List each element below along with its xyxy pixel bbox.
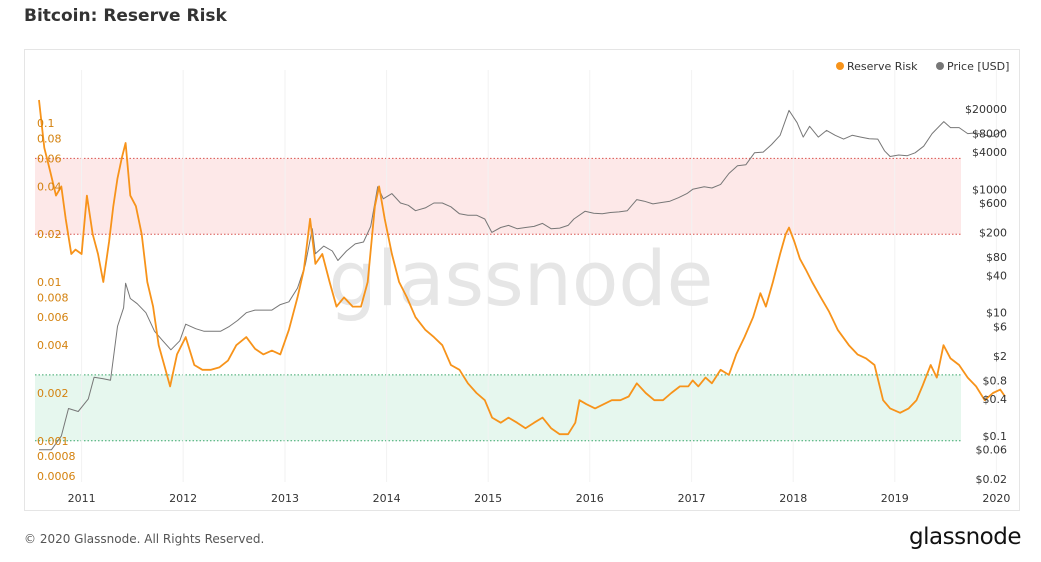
reserve-risk-chart: glassnode 0.10.080.060.040.020.010.0080.…	[35, 60, 1011, 505]
x-axis: 2011 2012 2013 2014 2015 2016 2017 2018 2019 2020	[68, 492, 1011, 505]
x-tick-label: 2011	[68, 492, 96, 505]
right-tick-label: $0.06	[976, 444, 1008, 457]
right-tick-label: $0.4	[983, 393, 1008, 406]
left-tick-label: 0.01	[37, 276, 62, 289]
right-tick-label: $80	[986, 251, 1007, 264]
right-tick-label: $6	[993, 320, 1007, 333]
x-tick-label: 2019	[881, 492, 909, 505]
right-tick-label: $4000	[972, 146, 1007, 159]
legend-item-price[interactable]: Price [USD]	[936, 60, 1009, 73]
chart-frame: glassnode 0.1 0.08 0.06 0.04 0.02 0.01 0.008 0.…	[24, 49, 1020, 511]
chart-legend: Reserve Risk Price [USD]	[836, 60, 1009, 73]
x-tick-label: 2020	[982, 492, 1010, 505]
series-line-reserve-risk	[38, 99, 1006, 436]
legend-reserve-risk-swatch	[836, 62, 844, 70]
left-tick-label: 0.002	[37, 387, 69, 400]
copyright-text: © 2020 Glassnode. All Rights Reserved.	[24, 532, 265, 546]
right-tick-label: $8000	[972, 128, 1007, 141]
page-title: Bitcoin: Reserve Risk	[24, 6, 227, 26]
left-tick-label: 0.04	[37, 180, 62, 193]
x-tick-label: 2012	[169, 492, 197, 505]
series-line-price	[39, 109, 1006, 451]
left-tick-label: 0.08	[37, 133, 62, 146]
right-tick-label: $40	[986, 270, 1007, 283]
left-tick-label: 0.0006	[37, 470, 76, 483]
right-tick-label: $600	[979, 197, 1007, 210]
band-low	[35, 374, 961, 441]
glassnode-logo[interactable]: glassnode	[909, 524, 1021, 550]
x-tick-label: 2013	[271, 492, 299, 505]
left-tick-label: 0.0008	[37, 450, 76, 463]
left-tick-label: 0.004	[37, 339, 69, 352]
left-tick-label: 0.006	[37, 311, 69, 324]
right-tick-label: $200	[979, 226, 1007, 239]
right-tick-label: $0.02	[976, 473, 1008, 486]
left-tick-label: 0.02	[37, 228, 62, 241]
legend-price-swatch	[936, 62, 944, 70]
left-tick-label: 0.008	[37, 291, 69, 304]
right-tick-label: $10	[986, 307, 1007, 320]
right-axis: $20000 $8000 $4000 $1000$600 $200 $80 $40 $10$6…	[965, 103, 1007, 486]
left-tick-label: 0.06	[37, 152, 62, 165]
x-tick-label: 2017	[678, 492, 706, 505]
legend-price-label: Price [USD]	[947, 60, 1009, 73]
legend-item-reserve-risk[interactable]: Reserve Risk	[836, 60, 918, 73]
left-tick-label: 0.001	[37, 435, 69, 448]
bands-layer	[35, 70, 997, 482]
price-layer	[39, 109, 1006, 451]
reserve-risk-layer	[38, 99, 1006, 436]
left-tick-label: 0.1	[37, 117, 55, 130]
x-tick-label: 2014	[373, 492, 401, 505]
watermark: glassnode	[329, 234, 714, 323]
legend-reserve-risk-label: Reserve Risk	[847, 60, 918, 73]
right-tick-label: $0.8	[983, 374, 1008, 387]
right-tick-label: $2	[993, 350, 1007, 363]
right-tick-label: $0.1	[983, 430, 1008, 443]
right-tick-label: $20000	[965, 103, 1007, 116]
right-tick-label: $1000	[972, 183, 1007, 196]
band-high	[35, 158, 961, 235]
x-tick-label: 2015	[474, 492, 502, 505]
x-tick-label: 2018	[779, 492, 807, 505]
left-axis: 0.1 0.08 0.06 0.04 0.02 0.01 0.008 0.006 0.004 0.…	[37, 117, 76, 483]
x-tick-label: 2016	[576, 492, 604, 505]
